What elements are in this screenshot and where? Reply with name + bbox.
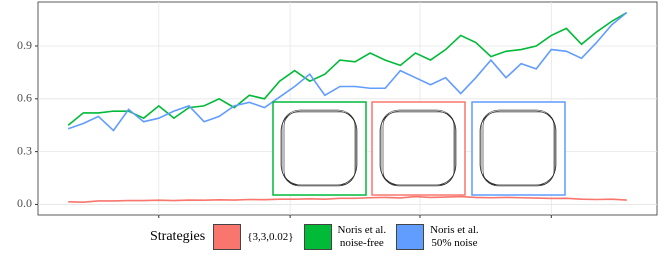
plot: 0.0 0.3 0.6 0.9 xyxy=(0,0,664,262)
legend-label: {3,3,0.02} xyxy=(247,231,293,244)
legend-title: Strategies xyxy=(150,229,205,245)
insets xyxy=(273,102,565,195)
legend-label: Noris et al. 50% noise xyxy=(430,224,479,250)
legend-swatch xyxy=(304,224,332,250)
y-tick-label: 0.0 xyxy=(17,196,32,210)
legend: Strategies {3,3,0.02} Noris et al. noise-… xyxy=(150,224,489,250)
y-tick-label: 0.6 xyxy=(17,91,32,105)
legend-item: Noris et al. 50% noise xyxy=(396,224,479,250)
legend-item: {3,3,0.02} xyxy=(213,224,293,250)
chart: 0.0 0.3 0.6 0.9 Strategies {3,3,0.02} Noris … xyxy=(0,0,664,262)
y-tick-label: 0.3 xyxy=(17,143,32,157)
legend-swatch xyxy=(396,224,424,250)
legend-label: Noris et al. noise-free xyxy=(338,224,387,250)
y-tick-label: 0.9 xyxy=(17,38,32,52)
legend-item: Noris et al. noise-free xyxy=(304,224,387,250)
legend-swatch xyxy=(213,224,241,250)
